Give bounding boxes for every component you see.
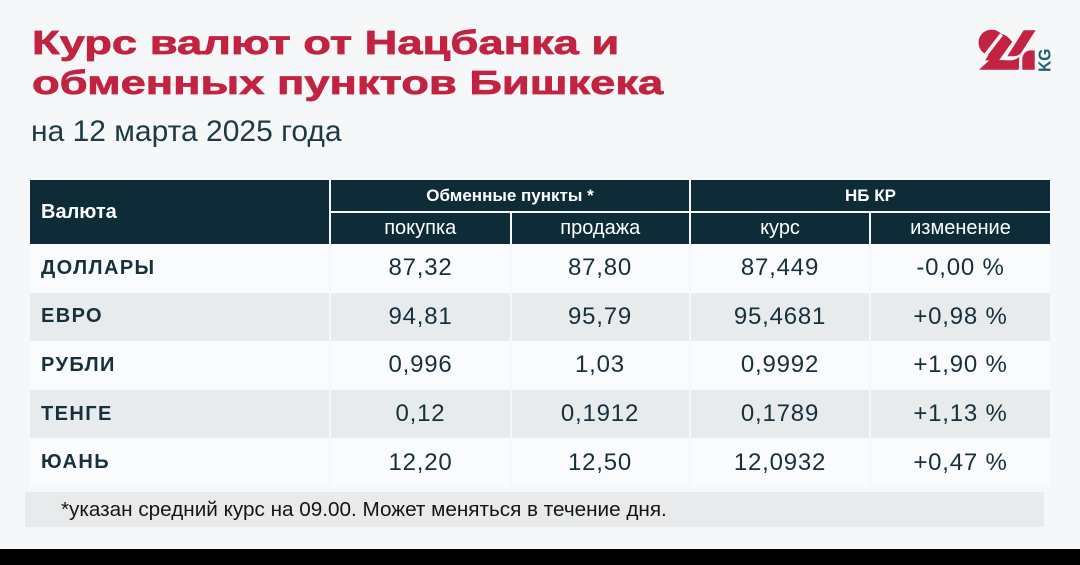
svg-text:KG: KG: [1034, 49, 1054, 72]
